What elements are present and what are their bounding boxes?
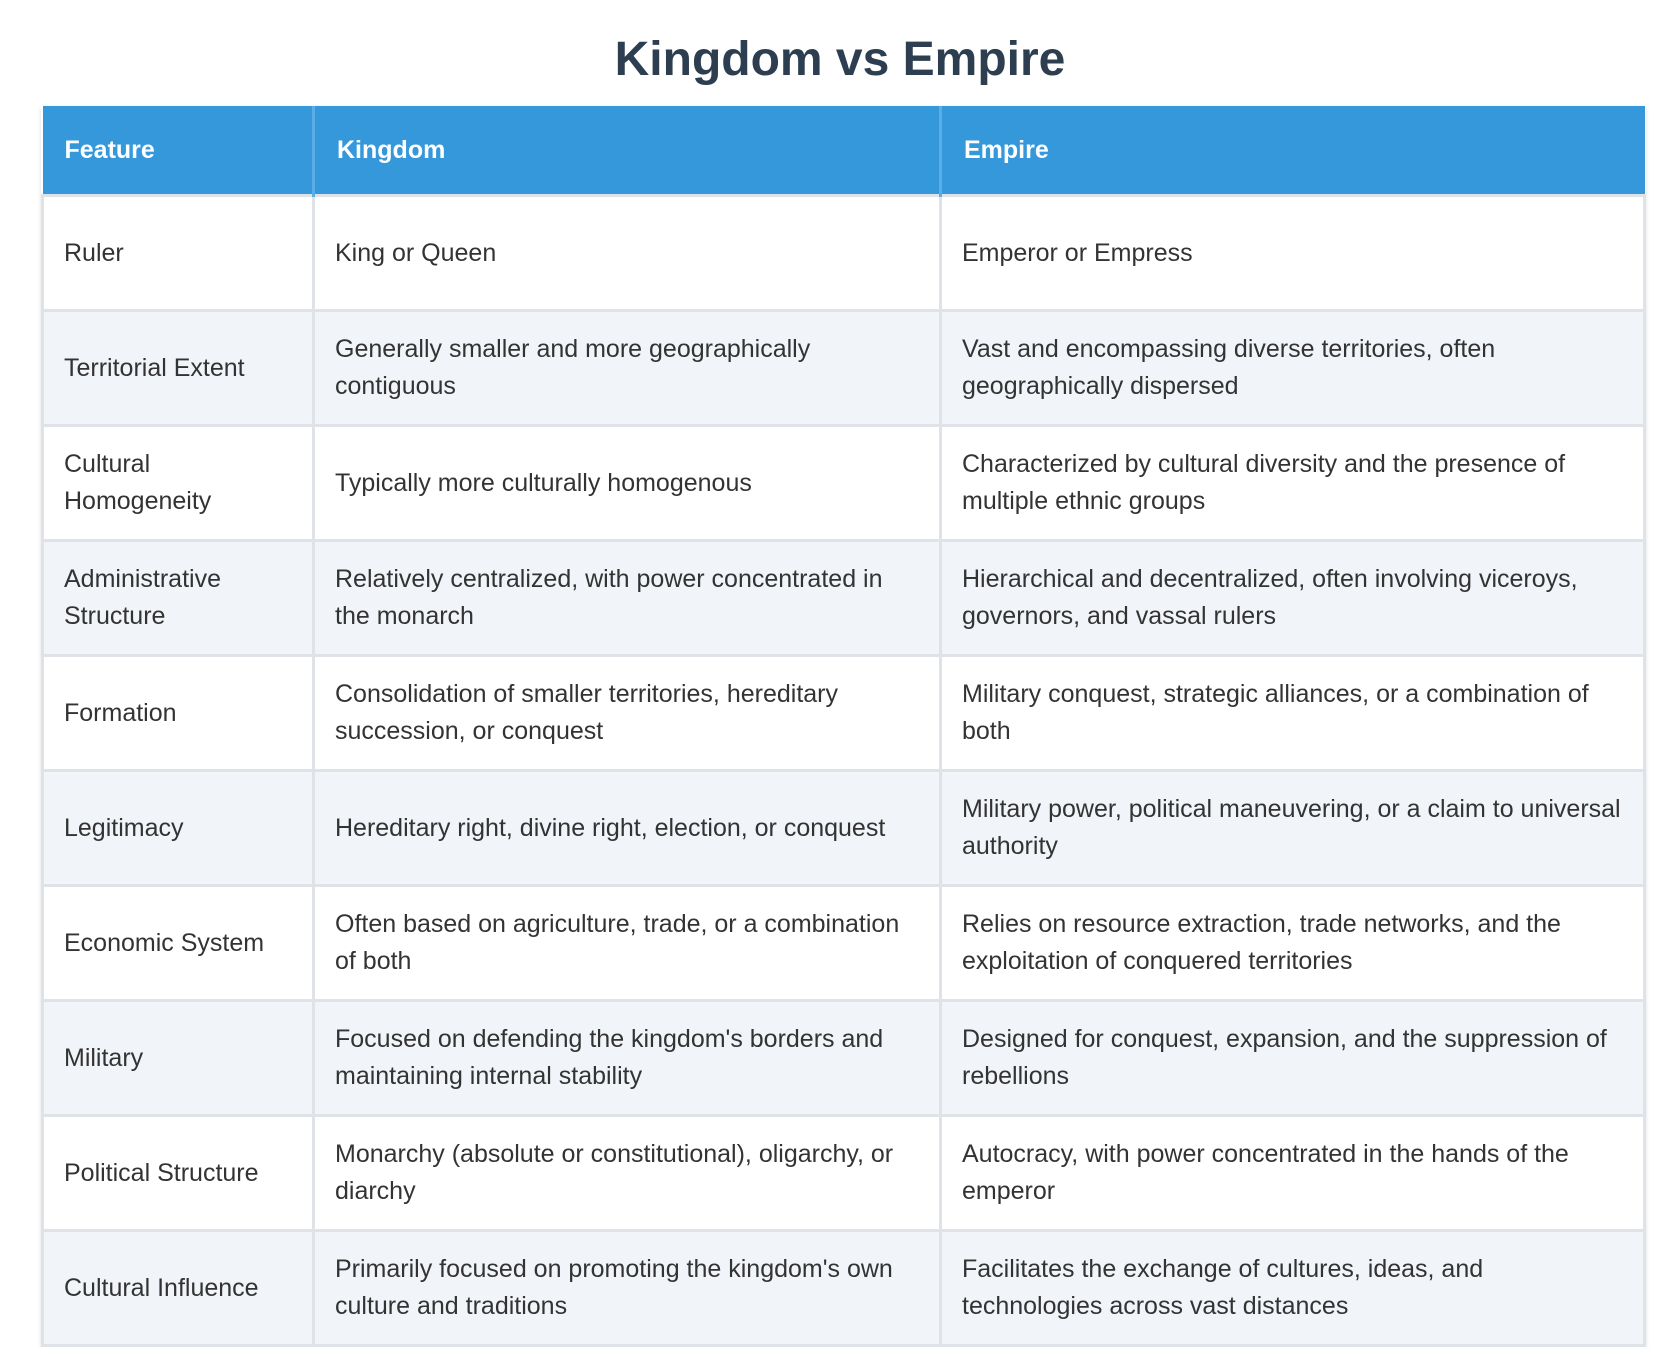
kingdom-cell: King or Queen xyxy=(312,194,942,312)
feature-cell: Economic System xyxy=(41,884,315,1002)
empire-cell: Autocracy, with power concentrated in th… xyxy=(939,1114,1646,1232)
feature-cell: Formation xyxy=(41,654,315,772)
feature-cell: Military xyxy=(41,999,315,1117)
comparison-table: Feature Kingdom Empire Ruler King or Que… xyxy=(41,106,1646,1347)
kingdom-cell: Primarily focused on promoting the kingd… xyxy=(312,1229,942,1347)
feature-cell: Territorial Extent xyxy=(41,309,315,427)
table-row: Administrative Structure Relatively cent… xyxy=(41,539,1646,657)
kingdom-cell: Relatively centralized, with power conce… xyxy=(312,539,942,657)
table-row: Territorial Extent Generally smaller and… xyxy=(41,309,1646,427)
kingdom-cell: Consolidation of smaller territories, he… xyxy=(312,654,942,772)
empire-cell: Facilitates the exchange of cultures, id… xyxy=(939,1229,1646,1347)
table-row: Political Structure Monarchy (absolute o… xyxy=(41,1114,1646,1232)
table-row: Military Focused on defending the kingdo… xyxy=(41,999,1646,1117)
feature-cell: Ruler xyxy=(41,194,315,312)
table-row: Cultural Influence Primarily focused on … xyxy=(41,1229,1646,1347)
empire-cell: Vast and encompassing diverse territorie… xyxy=(939,309,1646,427)
empire-cell: Characterized by cultural diversity and … xyxy=(939,424,1646,542)
table-row: Ruler King or Queen Emperor or Empress xyxy=(41,194,1646,312)
feature-cell: Legitimacy xyxy=(41,769,315,887)
empire-cell: Relies on resource extraction, trade net… xyxy=(939,884,1646,1002)
empire-cell: Military conquest, strategic alliances, … xyxy=(939,654,1646,772)
table-header: Feature Kingdom Empire xyxy=(42,106,1645,196)
table-row: Economic System Often based on agricultu… xyxy=(41,884,1646,1002)
kingdom-cell: Monarchy (absolute or constitutional), o… xyxy=(312,1114,942,1232)
empire-cell: Military power, political maneuvering, o… xyxy=(939,769,1646,887)
feature-cell: Political Structure xyxy=(41,1114,315,1232)
header-empire: Empire xyxy=(940,106,1645,196)
feature-cell: Cultural Homogeneity xyxy=(41,424,315,542)
kingdom-cell: Generally smaller and more geographicall… xyxy=(312,309,942,427)
kingdom-cell: Often based on agriculture, trade, or a … xyxy=(312,884,942,1002)
empire-cell: Designed for conquest, expansion, and th… xyxy=(939,999,1646,1117)
kingdom-cell: Hereditary right, divine right, election… xyxy=(312,769,942,887)
kingdom-cell: Typically more culturally homogenous xyxy=(312,424,942,542)
header-kingdom: Kingdom xyxy=(313,106,942,196)
table-body: Ruler King or Queen Emperor or Empress T… xyxy=(41,194,1646,1347)
table-row: Cultural Homogeneity Typically more cult… xyxy=(41,424,1646,542)
empire-cell: Emperor or Empress xyxy=(939,194,1646,312)
page-title: Kingdom vs Empire xyxy=(614,33,1066,86)
feature-cell: Administrative Structure xyxy=(41,539,315,657)
kingdom-cell: Focused on defending the kingdom's borde… xyxy=(312,999,942,1117)
empire-cell: Hierarchical and decentralized, often in… xyxy=(939,539,1646,657)
header-feature: Feature xyxy=(42,106,315,196)
feature-cell: Cultural Influence xyxy=(41,1229,315,1347)
header-row: Feature Kingdom Empire xyxy=(42,106,1645,196)
table-row: Legitimacy Hereditary right, divine righ… xyxy=(41,769,1646,887)
table-row: Formation Consolidation of smaller terri… xyxy=(41,654,1646,772)
